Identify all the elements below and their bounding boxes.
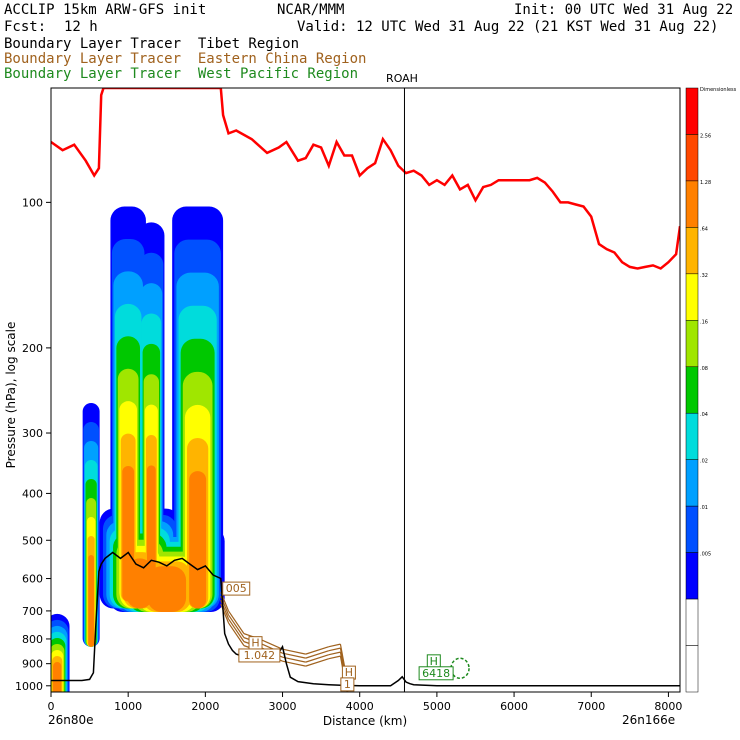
x-tick-label-8: 8000	[654, 700, 682, 713]
contour-label-box-1	[222, 581, 251, 596]
tracer-shade-8-6	[147, 566, 187, 613]
colorbar-swatch-11	[685, 598, 699, 646]
china-contour-seg	[259, 638, 283, 650]
contour-label-2: H	[251, 637, 259, 650]
init-time: Init: 00 UTC Wed 31 Aug 22	[514, 2, 734, 18]
y-tick-label-4: 500	[22, 534, 43, 547]
china-contour-seg	[282, 652, 306, 659]
y-tick-label-6: 700	[22, 605, 43, 618]
colorbar-label-7: .04	[700, 412, 708, 418]
colorbar-swatch-8	[685, 459, 699, 507]
y-tick-label-0: 100	[22, 196, 43, 209]
legend-tibet: Boundary Layer Tracer Tibet Region	[4, 36, 300, 52]
left-endpoint-label: 26n80e	[48, 713, 94, 727]
china-contour-seg	[282, 656, 306, 663]
valid-time: Valid: 12 UTC Wed 31 Aug 22 (21 KST Wed …	[297, 19, 719, 35]
x-tick-label-6: 6000	[500, 700, 528, 713]
colorbar-label-0: Dimensionless	[700, 87, 737, 93]
pacific-contour	[450, 657, 470, 680]
colorbar-swatch-12	[685, 645, 699, 693]
contour-label-6: H	[430, 655, 438, 668]
y-tick-label-1: 200	[22, 342, 43, 355]
colorbar-swatch-0	[685, 87, 699, 135]
contour-label-box-5	[340, 677, 355, 692]
x-tick-label-2: 2000	[191, 700, 219, 713]
contour-label-box-7	[418, 666, 454, 681]
colorbar-swatch-9	[685, 505, 699, 553]
colorbar-label-10: .005	[700, 552, 711, 558]
marker-label-roah: ROAH	[386, 72, 418, 85]
tracer-shade-8-1	[88, 555, 94, 647]
china-contour-seg	[328, 643, 341, 648]
org-label: NCAR/MMM	[277, 2, 345, 18]
y-tick-label-9: 1000	[15, 680, 43, 693]
plot-frame	[50, 87, 681, 693]
model-title: ACCLIP 15km ARW-GFS init	[4, 2, 207, 18]
colorbar-swatch-1	[685, 134, 699, 182]
colorbar-label-8: .02	[700, 459, 708, 465]
y-tick-label-8: 900	[22, 658, 43, 671]
colorbar-swatch-4	[685, 273, 699, 321]
china-contour-seg	[328, 647, 341, 652]
forecast-value: 12 h	[64, 19, 98, 35]
tracer-shade-8-4	[126, 558, 154, 609]
tibet-tracer-shading	[51, 206, 225, 692]
contour-label-3: 1.042	[244, 649, 276, 662]
colorbar: Dimensionless 2.56 1.28 .64 .32 .16 .08 .04 .02.…	[685, 87, 737, 693]
x-tick-label-0: 0	[48, 700, 55, 713]
contour-label-4: H	[345, 666, 353, 679]
tracer-shade-8-0	[53, 662, 62, 692]
china-contour-seg	[228, 614, 245, 638]
contour-label-1: 005	[226, 582, 247, 595]
colorbar-label-2: 1.28	[700, 180, 711, 186]
tracer-shade-8-5	[189, 471, 207, 609]
colorbar-swatch-7	[685, 412, 699, 460]
x-tick-label-3: 3000	[269, 700, 297, 713]
legend-west-pacific: Boundary Layer Tracer West Pacific Regio…	[4, 66, 359, 82]
west-pacific-tracer-contours	[450, 657, 470, 680]
terrain-line	[51, 551, 680, 687]
colorbar-swatch-5	[685, 320, 699, 368]
china-contour-seg	[305, 646, 330, 655]
right-endpoint-label: 26n166e	[622, 713, 675, 727]
x-tick-label-7: 7000	[577, 700, 605, 713]
china-contour-seg	[282, 648, 306, 655]
y-tick-label-3: 400	[22, 487, 43, 500]
contour-label-5: 1	[344, 678, 351, 691]
contour-label-box-3	[238, 648, 281, 663]
china-contour-seg	[228, 618, 245, 642]
tropopause-line	[51, 88, 680, 270]
x-tick-label-5: 5000	[423, 700, 451, 713]
china-contour-seg	[228, 622, 245, 646]
x-axis-label: Distance (km)	[323, 714, 407, 728]
y-tick-label-7: 800	[22, 633, 43, 646]
y-axis-label: Pressure (hPa), log scale	[4, 322, 18, 469]
colorbar-label-9: .01	[700, 505, 708, 511]
colorbar-swatch-3	[685, 227, 699, 275]
forecast-label: Fcst:	[4, 19, 47, 35]
china-contour-seg	[305, 654, 330, 663]
x-tick-label-4: 4000	[346, 700, 374, 713]
colorbar-label-6: .08	[700, 366, 708, 372]
china-contour-seg	[328, 651, 341, 656]
eastern-china-tracer-contours	[220, 591, 349, 692]
china-contour-seg	[305, 658, 330, 667]
china-contour-seg	[220, 603, 230, 624]
y-tick-label-2: 300	[22, 427, 43, 440]
china-contour-seg	[305, 650, 330, 659]
colorbar-label-1: 2.56	[700, 133, 711, 139]
colorbar-swatch-2	[685, 180, 699, 228]
x-tick-label-1: 1000	[114, 700, 142, 713]
legend-eastern-china: Boundary Layer Tracer Eastern China Regi…	[4, 51, 367, 67]
contour-label-7: 6418	[422, 667, 450, 680]
china-contour-seg	[328, 655, 341, 660]
colorbar-swatch-6	[685, 366, 699, 414]
colorbar-label-4: .32	[700, 273, 708, 279]
colorbar-label-5: .16	[700, 319, 708, 325]
colorbar-swatch-10	[685, 552, 699, 600]
colorbar-label-3: .64	[700, 226, 708, 232]
y-tick-label-5: 600	[22, 573, 43, 586]
china-contour-seg	[228, 610, 245, 634]
